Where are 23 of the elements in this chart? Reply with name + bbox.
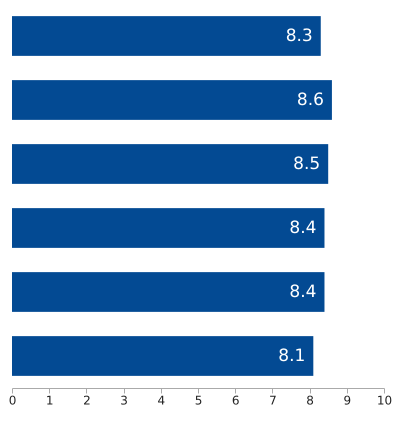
x-tick-label: 5 (194, 394, 202, 408)
bar (12, 272, 324, 312)
data-label: 8.4 (289, 218, 316, 238)
bar (12, 144, 328, 184)
x-tick-label: 1 (46, 394, 54, 408)
data-label: 8.4 (289, 282, 316, 302)
x-tick-label: 9 (343, 394, 352, 408)
x-tick-label: 10 (376, 394, 392, 408)
bar (12, 336, 314, 376)
x-tick-label: 4 (157, 394, 166, 408)
x-tick-label: 3 (120, 394, 128, 408)
bar (12, 16, 321, 56)
bar (12, 208, 324, 248)
x-tick-label: 7 (269, 394, 277, 408)
bar (12, 80, 332, 120)
x-tick-label: 2 (83, 394, 91, 408)
x-tick-label: 8 (306, 394, 314, 408)
data-label: 8.6 (296, 90, 324, 110)
data-label: 8.3 (286, 26, 313, 46)
x-tick-label: 6 (232, 394, 240, 408)
data-label: 8.1 (278, 346, 306, 366)
x-tick-label: 0 (8, 394, 16, 408)
data-label: 8.5 (293, 154, 320, 174)
